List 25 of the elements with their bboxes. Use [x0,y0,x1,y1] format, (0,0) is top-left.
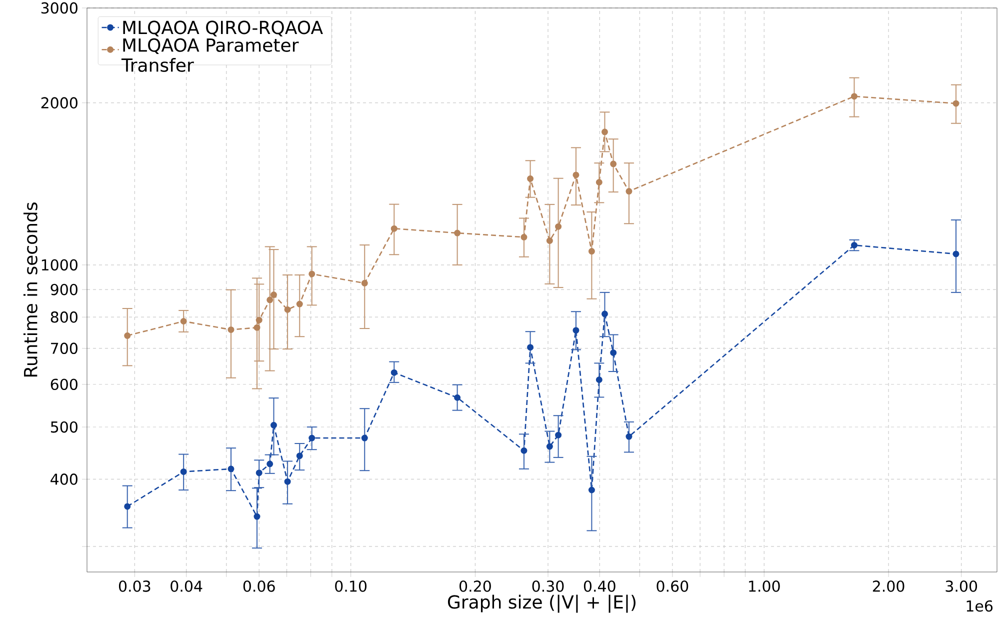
x-tick-label: 0.06 [243,580,275,592]
x-tick-label: 0.20 [460,580,491,592]
x-tick-label: 0.30 [532,580,564,592]
text: 1e6 [966,600,993,612]
x-tick-label: 0.10 [335,580,367,592]
y-tick-label: 800 [50,311,78,323]
x-tick-label: 1.00 [749,580,780,592]
x-tick-label: 0.60 [656,580,688,592]
y-tick-label: 900 [50,284,78,296]
y-tick-label: 600 [50,378,78,390]
x-tick-label: 0.40 [584,580,616,592]
y-tick-label: 2000 [41,97,78,108]
x-tick-label: 0.03 [118,580,150,592]
legend-label: MLQAOA Parameter Transfer [121,38,299,72]
y-tick-label: 500 [50,421,78,433]
y-tick-label: 700 [51,342,78,354]
y-tick-label: 400 [50,474,78,485]
x-tick-label: 3.00 [946,580,978,592]
x-tick-label: 2.00 [872,580,904,592]
y-tick-label: 3000 [41,2,78,14]
y-tick-label: 1000 [42,259,78,271]
x-axis-title: Graph size (|V| + |E|) [448,594,636,613]
legend-label: MLQAOA QIRO-RQAOA [123,20,323,36]
y-axis-title: Runtime in seconds [23,202,38,377]
x-tick-label: 0.04 [170,580,202,592]
